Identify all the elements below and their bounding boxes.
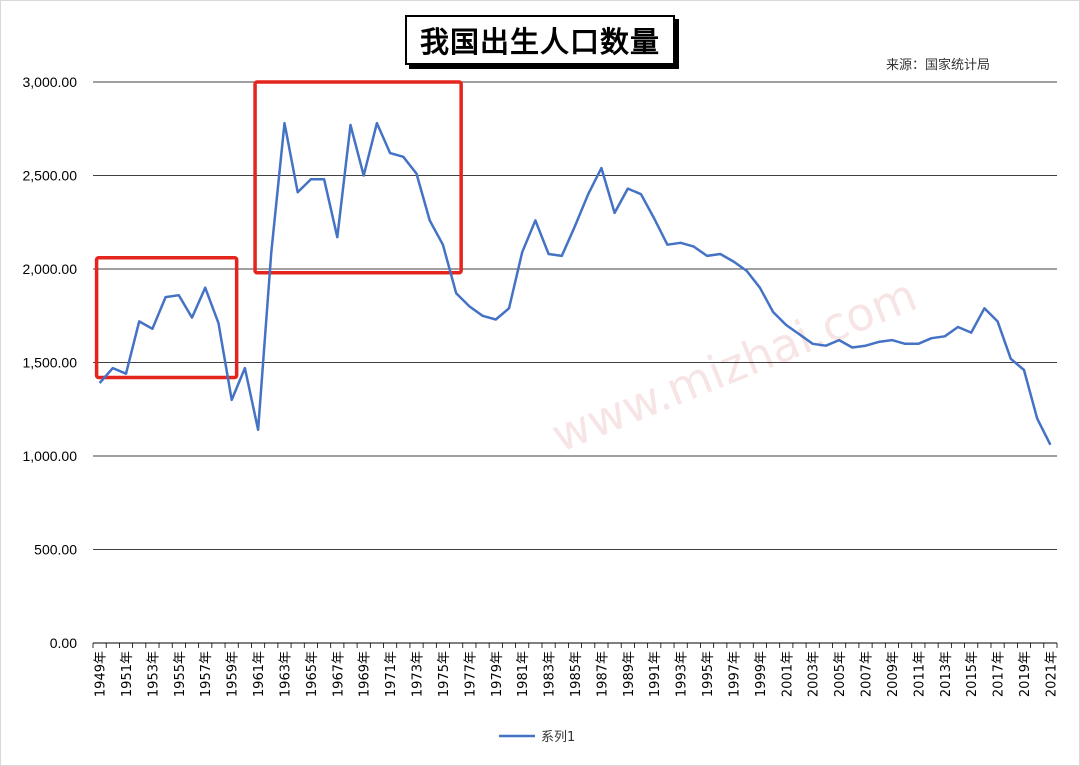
y-tick-label: 3,000.00 [23, 74, 78, 90]
x-tick-label: 2019年 [1018, 651, 1033, 697]
y-tick-label: 1,500.00 [23, 355, 78, 371]
series-line [98, 121, 1052, 446]
y-tick-label: 0.00 [50, 635, 77, 651]
watermark-url: www.mizhai.com [544, 267, 924, 462]
watermark: www.mizhai.com [544, 267, 924, 462]
x-tick-label: 1953年 [146, 651, 161, 697]
x-tick-label: 2013年 [939, 651, 954, 697]
x-axis-ticks: 1949年 1951年 1953年 1955年 1957年 1959年 1961年 1963年… [94, 651, 1060, 697]
x-tick-label: 2003年 [807, 651, 822, 697]
highlight-boxes [94, 80, 463, 380]
highlight-box [253, 80, 463, 275]
x-tick-label: 1983年 [543, 651, 558, 697]
x-tick-label: 2007年 [860, 651, 875, 697]
x-tick-label: 1985年 [569, 651, 584, 697]
x-tick-label: 1995年 [701, 651, 716, 697]
x-tick-label: 1949年 [94, 651, 109, 697]
source-note: 来源：国家统计局 [886, 58, 991, 73]
x-tick-label: 1981年 [516, 651, 531, 697]
x-tick-label: 1959年 [226, 651, 241, 697]
x-tick-label: 2011年 [912, 651, 927, 697]
x-tick-label: 2005年 [833, 651, 848, 697]
y-tick-label: 500.00 [34, 542, 77, 558]
x-tick-label: 1993年 [675, 651, 690, 697]
x-axis [92, 642, 1058, 648]
x-tick-label: 1965年 [305, 651, 320, 697]
x-tick-label: 1957年 [199, 651, 214, 697]
x-tick-label: 1967年 [331, 651, 346, 697]
highlight-box [94, 256, 239, 380]
legend-label-series1: 系列1 [541, 730, 575, 745]
x-tick-label: 1973年 [411, 651, 426, 697]
series-lines [98, 121, 1052, 446]
x-tick-label: 1991年 [648, 651, 663, 697]
x-tick-label: 2009年 [886, 651, 901, 697]
x-tick-label: 1969年 [358, 651, 373, 697]
x-tick-label: 2015年 [965, 651, 980, 697]
x-tick-label: 1971年 [384, 651, 399, 697]
x-tick-label: 2017年 [992, 651, 1007, 697]
y-tick-label: 2,000.00 [23, 261, 78, 277]
y-axis-ticks: 0.00 500.00 1,000.00 1,500.00 2,000.00 2,500.… [23, 74, 78, 651]
x-tick-label: 2001年 [780, 651, 795, 697]
x-tick-label: 1975年 [437, 651, 452, 697]
x-tick-label: 1977年 [463, 651, 478, 697]
x-tick-label: 1989年 [622, 651, 637, 697]
x-tick-label: 1951年 [120, 651, 135, 697]
x-tick-label: 1979年 [490, 651, 505, 697]
x-tick-label: 1963年 [278, 651, 293, 697]
y-tick-label: 2,500.00 [23, 168, 78, 184]
x-tick-label: 1987年 [595, 651, 610, 697]
chart-title-box: 我国出生人口数量 [405, 15, 675, 65]
x-tick-label: 1955年 [173, 651, 188, 697]
x-tick-label: 1997年 [727, 651, 742, 697]
chart-title: 我国出生人口数量 [419, 25, 660, 59]
x-tick-label: 2021年 [1044, 651, 1059, 697]
x-tick-label: 1961年 [252, 651, 267, 697]
y-tick-label: 1,000.00 [23, 448, 78, 464]
x-tick-label: 1999年 [754, 651, 769, 697]
legend: 系列1 [499, 730, 575, 745]
